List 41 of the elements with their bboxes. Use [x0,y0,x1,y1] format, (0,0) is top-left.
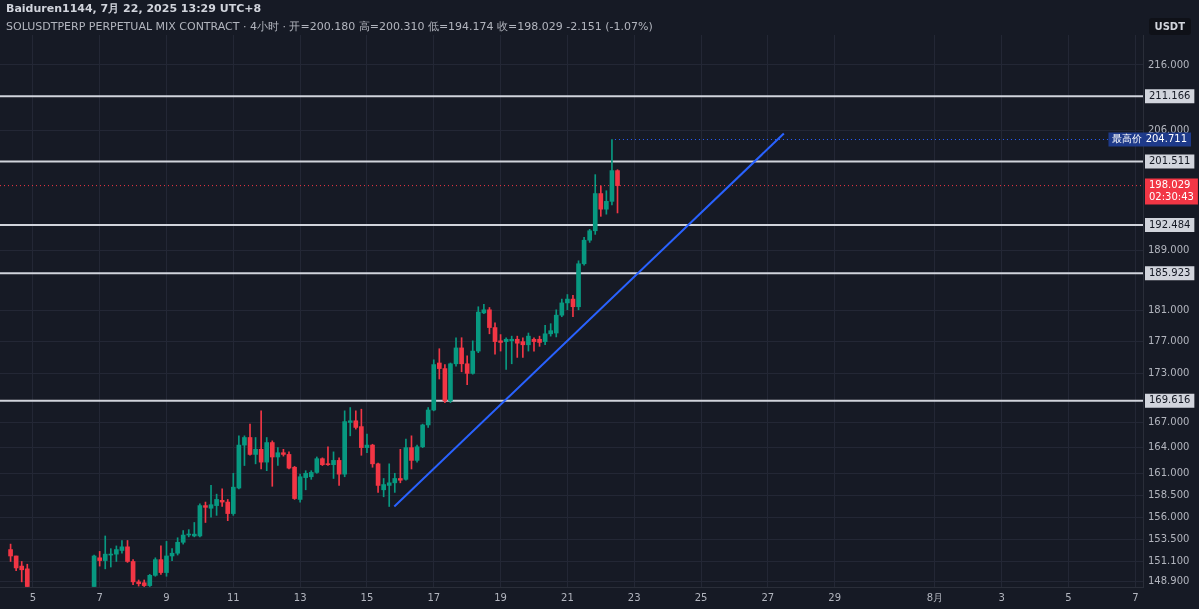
chart-subtitle: Baiduren1144, 7月 22, 2025 13:29 UTC+8 [6,1,262,16]
y-tick-label: 177.000 [1148,335,1190,347]
x-tick-label: 8月 [926,591,944,603]
x-tick-label: 15 [360,591,374,603]
ref-line-label: 211.166 [1149,89,1191,101]
x-tick-label: 11 [226,591,240,603]
x-tick-label: 21 [561,591,574,603]
y-tick-label: 189.000 [1148,244,1190,256]
chart-title: SOLUSDTPERP PERPETUAL MIX CONTRACT · 4小时 · 开=200.180 高=200.310 低=194.174 收=198.029 -2.151 (-1.07%) [6,19,653,34]
x-tick-label: 7 [1132,591,1139,603]
annotation: 最高价 204.711 [1112,133,1187,145]
y-tick-label: 181.000 [1148,304,1190,316]
y-tick-label: 206.000 [1148,124,1190,136]
x-tick-label: 17 [427,591,441,603]
x-tick-label: 7 [96,591,103,603]
x-tick-label: 19 [494,591,507,603]
x-tick-label: 27 [761,591,775,603]
y-tick-label: 151.100 [1148,555,1190,567]
x-tick-label: 13 [293,591,307,603]
x-tick-label: 3 [998,591,1005,603]
ref-line-label: 198.029 02:30:43 [1149,179,1194,203]
y-tick-label: 153.500 [1148,533,1190,545]
y-tick-label: 164.000 [1148,441,1190,453]
ref-line-label: 201.511 [1149,154,1191,166]
x-tick-label: 5 [1065,591,1072,603]
y-tick-label: 156.000 [1148,510,1190,522]
y-tick-label: 161.000 [1148,466,1190,478]
ref-line-label: 169.616 [1149,394,1191,406]
ref-line-label: 185.923 [1149,266,1191,278]
y-tick-label: 216.000 [1148,58,1190,70]
y-axis-title: USDT [1148,18,1191,35]
x-tick-label: 29 [828,591,842,603]
x-tick-label: 23 [627,591,641,603]
y-tick-label: 148.900 [1148,575,1190,587]
y-tick-label: 167.000 [1148,416,1190,428]
y-tick-label: 158.500 [1148,488,1190,500]
x-tick-label: 25 [694,591,708,603]
x-tick-label: 5 [29,591,37,603]
ref-line-label: 192.484 [1149,218,1191,230]
y-tick-label: 173.000 [1148,366,1190,378]
x-tick-label: 9 [163,591,170,603]
